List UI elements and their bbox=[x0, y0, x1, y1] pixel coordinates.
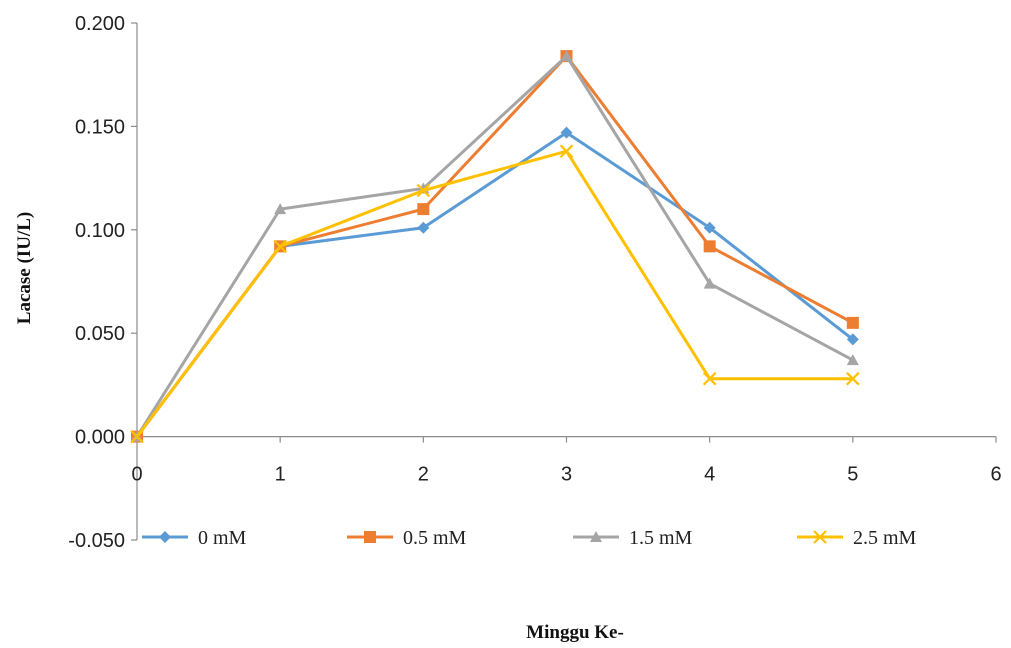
y-tick-label: 0.000 bbox=[75, 427, 125, 449]
series-line bbox=[135, 149, 853, 438]
legend-label: 2.5 mM bbox=[853, 527, 917, 549]
series-line bbox=[135, 54, 854, 438]
series-line bbox=[135, 131, 854, 438]
legend-item: 0.5 mM bbox=[347, 527, 467, 549]
data-point bbox=[130, 429, 144, 444]
legend-item: 0 mM bbox=[142, 527, 247, 549]
data-point bbox=[702, 371, 717, 386]
y-tick-label: -0.050 bbox=[68, 530, 125, 552]
series-1 bbox=[131, 126, 859, 443]
legend-marker bbox=[364, 531, 376, 543]
legend-marker bbox=[813, 530, 827, 544]
data-point bbox=[274, 203, 287, 215]
data-point bbox=[703, 240, 716, 253]
data-point bbox=[703, 277, 716, 289]
y-tick-label: 0.050 bbox=[75, 323, 125, 345]
x-tick-label: 0 bbox=[131, 464, 142, 486]
legend-marker bbox=[159, 531, 171, 543]
data-point bbox=[846, 371, 860, 386]
y-axis-title: Lacase (IU/L) bbox=[14, 212, 35, 324]
legend-label: 0 mM bbox=[198, 527, 247, 549]
data-point bbox=[846, 316, 859, 329]
legend-label: 1.5 mM bbox=[629, 527, 693, 549]
legend-item: 2.5 mM bbox=[797, 527, 917, 549]
legend: 0 mM 0.5 mM 1.5 mM 2.5 mM bbox=[142, 527, 917, 549]
legend-label: 0.5 mM bbox=[403, 527, 467, 549]
data-point bbox=[417, 203, 430, 216]
data-point bbox=[273, 239, 287, 254]
x-tick-label: 5 bbox=[847, 464, 858, 486]
series-3 bbox=[131, 50, 859, 442]
y-tick-label: 0.100 bbox=[75, 220, 125, 242]
x-axis-title: Minggu Ke- bbox=[526, 622, 624, 643]
data-point bbox=[846, 354, 859, 366]
data-point bbox=[559, 144, 574, 158]
series-4 bbox=[130, 144, 860, 444]
y-tick-label: 0.150 bbox=[75, 116, 125, 138]
x-tick-label: 1 bbox=[275, 464, 286, 486]
data-point bbox=[416, 183, 431, 198]
data-point bbox=[560, 126, 573, 139]
x-tick-label: 3 bbox=[561, 464, 572, 486]
data-point bbox=[560, 50, 573, 62]
data-point bbox=[846, 333, 859, 346]
x-tick-label: 2 bbox=[418, 464, 429, 486]
series-2 bbox=[131, 50, 859, 443]
data-point bbox=[703, 221, 716, 234]
y-tick-label: 0.200 bbox=[75, 13, 125, 35]
x-tick-label: 6 bbox=[990, 464, 1001, 486]
legend-item: 1.5 mM bbox=[573, 527, 693, 549]
legend-marker bbox=[590, 531, 602, 542]
x-tick-label: 4 bbox=[704, 464, 715, 486]
data-point bbox=[417, 221, 430, 234]
